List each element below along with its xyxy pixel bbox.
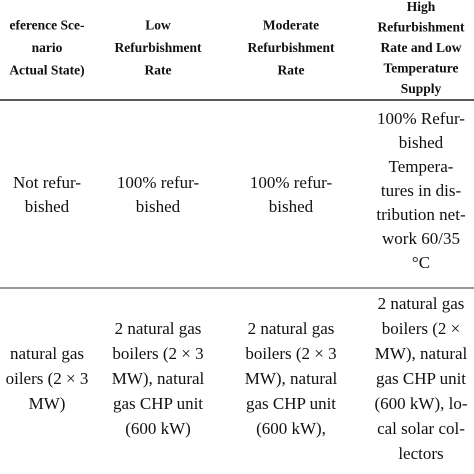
cell-line: (600 kW)	[125, 419, 191, 438]
cell-line: oilers (2 × 3	[6, 369, 89, 388]
cell-line: Tempera-	[389, 157, 454, 176]
cell-line: boilers (2 ×	[382, 319, 461, 338]
header-cell-line: eference Sce-	[9, 18, 84, 33]
cell-line: 2 natural gas	[378, 294, 465, 313]
header-cell-line: Low	[145, 18, 171, 33]
cell-line: cal solar col-	[377, 419, 465, 438]
cell-line: tures in dis-	[381, 181, 462, 200]
cell-line: MW)	[29, 394, 66, 413]
cell-line: natural gas	[10, 344, 84, 363]
cell-line: lectors	[398, 444, 443, 463]
cell-line: 2 natural gas	[115, 319, 202, 338]
header-cell-line: Rate	[278, 63, 305, 78]
header-cell-line: Supply	[401, 81, 442, 96]
cell-line: bished	[136, 197, 181, 216]
cell-line: gas CHP unit	[246, 394, 336, 413]
cell-line: °C	[412, 253, 430, 272]
cell-line: bished	[269, 197, 314, 216]
header-cell-line: Rate	[145, 63, 172, 78]
cell-line: 100% refur-	[117, 173, 200, 192]
header-cell-line: Refurbishment	[248, 40, 336, 55]
cell-line: MW), natural	[245, 369, 338, 388]
cell-line: boilers (2 × 3	[245, 344, 336, 363]
cell-line: 2 natural gas	[248, 319, 335, 338]
cell-line: tribution net-	[376, 205, 466, 224]
cell-line: MW), natural	[375, 344, 468, 363]
cell-line: MW), natural	[112, 369, 205, 388]
header-cell-line: Rate and Low	[380, 40, 461, 55]
cell-line: work 60/35	[382, 229, 460, 248]
cell-line: bished	[25, 197, 70, 216]
cell-line: (600 kW), lo-	[374, 394, 467, 413]
cell-line: 100% refur-	[250, 173, 333, 192]
header-cell-line: Moderate	[263, 18, 319, 33]
header-cell-line: Refurbishment	[378, 20, 466, 35]
header-cell-line: Actual State)	[9, 63, 84, 78]
header-cell-line: Temperature	[384, 61, 459, 76]
header-cell-line: Refurbishment	[115, 40, 203, 55]
cell-line: bished	[399, 133, 444, 152]
header-cell-line: nario	[32, 40, 63, 55]
cell-line: boilers (2 × 3	[112, 344, 203, 363]
header-cell-line: High	[407, 0, 436, 14]
cell-line: Not refur-	[13, 173, 81, 192]
cell-line: 100% Refur-	[377, 109, 465, 128]
cell-line: gas CHP unit	[376, 369, 466, 388]
cell-line: gas CHP unit	[113, 394, 203, 413]
cell-line: (600 kW),	[256, 419, 326, 438]
